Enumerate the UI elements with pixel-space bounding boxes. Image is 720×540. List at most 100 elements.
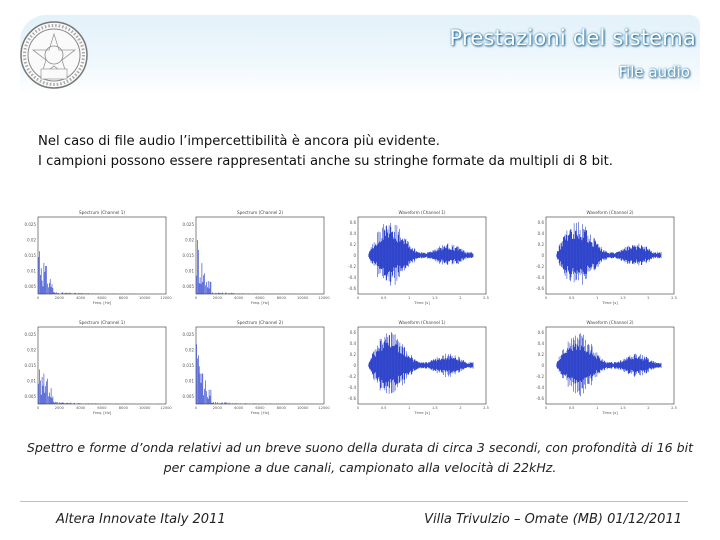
x-axis-label: Time [s] <box>601 410 618 415</box>
plot-title: Waveform (Channel 2) <box>586 320 633 325</box>
y-tick-label: 0.2 <box>350 352 357 357</box>
x-tick-label: 6000 <box>97 296 107 300</box>
y-tick-label: 0.4 <box>538 231 545 236</box>
x-tick-label: 2000 <box>55 296 65 300</box>
x-tick-label: 2.5 <box>483 296 489 300</box>
plot-title: Spectrum (Channel 1) <box>79 320 125 325</box>
x-tick-label: 1.5 <box>620 296 626 300</box>
x-tick-label: 10000 <box>139 296 151 300</box>
x-tick-label: 12000 <box>160 406 172 410</box>
x-tick-label: 8000 <box>119 406 129 410</box>
y-tick-label: 0.015 <box>183 363 195 368</box>
y-tick-label: -0.6 <box>536 396 544 401</box>
x-tick-label: 1 <box>596 406 598 410</box>
slide-title: Prestazioni del sistema <box>449 26 696 50</box>
y-tick-label: -0.2 <box>536 264 544 269</box>
x-tick-label: 0 <box>545 296 548 300</box>
x-tick-label: 2000 <box>213 406 223 410</box>
plot-axes <box>37 326 167 405</box>
x-tick-label: 0 <box>357 406 360 410</box>
y-tick-label: -0.6 <box>348 286 356 291</box>
figure-caption: Spettro e forme d’onda relativi ad un br… <box>24 438 696 478</box>
x-tick-label: 6000 <box>255 406 265 410</box>
x-tick-label: 1 <box>596 296 598 300</box>
x-tick-label: 2 <box>459 296 461 300</box>
x-tick-label: 0 <box>357 296 360 300</box>
intro-text: Nel caso di file audio l’impercettibilit… <box>38 132 613 172</box>
x-tick-label: 8000 <box>119 296 129 300</box>
plot-axes <box>195 326 325 405</box>
x-tick-label: 0 <box>37 406 40 410</box>
y-tick-label: 0.02 <box>27 238 36 243</box>
plot-svg: Spectrum (Channel 2) 0.025 0.02 0.015 0.01 0.… <box>183 210 330 305</box>
x-tick-label: 12000 <box>160 296 172 300</box>
y-tick-label: 0.005 <box>25 394 37 399</box>
y-tick-label: -0.4 <box>348 275 356 280</box>
footer-event: Altera Innovate Italy 2011 <box>56 512 226 527</box>
y-tick-label: 0.2 <box>350 242 357 247</box>
y-tick-label: 0 <box>353 253 356 258</box>
slide-subtitle: File audio <box>618 63 690 81</box>
y-tick-label: 0.025 <box>25 332 37 337</box>
y-tick-label: 0.015 <box>25 253 37 258</box>
y-tick-label: -0.4 <box>536 385 544 390</box>
plot-svg: Waveform (Channel 1) 0.6 0.4 0.2 0 -0.2 -0.4 -0… <box>348 210 489 305</box>
x-tick-label: 4000 <box>234 296 244 300</box>
x-tick-label: 2000 <box>213 296 223 300</box>
x-tick-label: 6000 <box>97 406 107 410</box>
university-seal-logo <box>19 20 89 90</box>
plot-panel: Waveform (Channel 2) 0.6 0.4 0.2 0 -0.2 -0.4 -0… <box>530 318 680 418</box>
y-tick-label: 0.02 <box>185 348 194 353</box>
spectrum-trace <box>38 369 165 404</box>
y-tick-label: 0.02 <box>27 348 36 353</box>
plot-panel: Spectrum (Channel 2) 0.025 0.02 0.015 0.01 0.… <box>180 318 330 418</box>
x-tick-label: 10000 <box>297 296 309 300</box>
y-tick-label: 0.4 <box>350 341 357 346</box>
x-axis-label: Freq. [Hz] <box>251 410 270 415</box>
x-axis-label: Freq. [Hz] <box>251 300 270 305</box>
x-axis-label: Time [s] <box>601 300 618 305</box>
x-tick-label: 0.5 <box>381 296 387 300</box>
waveform-trace <box>368 332 474 394</box>
spectrum-trace <box>38 251 163 294</box>
x-tick-label: 10000 <box>297 406 309 410</box>
y-tick-label: 0.015 <box>25 363 37 368</box>
y-tick-label: 0.02 <box>185 238 194 243</box>
x-axis-label: Time [s] <box>413 410 430 415</box>
footer-divider <box>20 501 688 502</box>
y-tick-label: 0.6 <box>538 330 545 335</box>
y-tick-label: 0.6 <box>350 220 357 225</box>
x-tick-label: 10000 <box>139 406 151 410</box>
y-tick-label: -0.4 <box>536 275 544 280</box>
x-tick-label: 1.5 <box>432 406 438 410</box>
plot-panel: Spectrum (Channel 1) 0.025 0.02 0.015 0.01 0.… <box>22 208 172 308</box>
y-tick-label: 0.005 <box>25 284 37 289</box>
y-tick-label: 0.01 <box>27 268 36 273</box>
x-axis-label: Freq. [Hz] <box>93 300 112 305</box>
plot-panel: Waveform (Channel 1) 0.6 0.4 0.2 0 -0.2 -0.4 -0… <box>342 318 492 418</box>
x-tick-label: 2.5 <box>671 406 677 410</box>
x-tick-label: 0.5 <box>569 406 575 410</box>
x-tick-label: 1 <box>408 406 410 410</box>
plot-title: Spectrum (Channel 1) <box>79 210 125 215</box>
y-tick-label: 0.6 <box>538 220 545 225</box>
x-tick-label: 1.5 <box>432 296 438 300</box>
y-tick-label: -0.2 <box>536 374 544 379</box>
y-tick-label: 0.01 <box>185 378 194 383</box>
x-tick-label: 6000 <box>255 296 265 300</box>
plot-title: Spectrum (Channel 2) <box>237 320 283 325</box>
x-tick-label: 0.5 <box>569 296 575 300</box>
plot-axes <box>195 216 325 295</box>
waveform-trace <box>556 221 662 285</box>
x-axis-label: Freq. [Hz] <box>93 410 112 415</box>
x-tick-label: 2.5 <box>483 406 489 410</box>
x-tick-label: 1 <box>408 296 410 300</box>
y-tick-label: -0.6 <box>348 396 356 401</box>
plot-svg: Waveform (Channel 2) 0.6 0.4 0.2 0 -0.2 -0.4 -0… <box>536 210 677 305</box>
y-tick-label: 0.025 <box>183 222 195 227</box>
y-tick-label: 0.005 <box>183 284 195 289</box>
x-tick-label: 12000 <box>318 406 330 410</box>
header-band <box>20 15 700 95</box>
plot-title: Waveform (Channel 1) <box>398 320 445 325</box>
plot-title: Spectrum (Channel 2) <box>237 210 283 215</box>
